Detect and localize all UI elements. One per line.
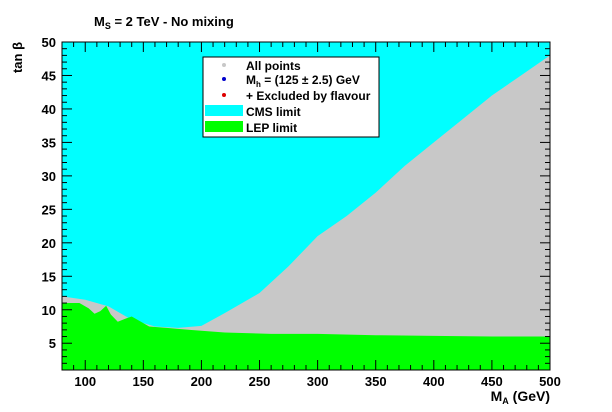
legend-marker-mh [222, 77, 226, 81]
x-axis-label: MA (GeV) [491, 388, 550, 406]
y-tick-label: 5 [49, 336, 56, 351]
y-tick-label: 15 [42, 269, 56, 284]
legend-label-pre: M [246, 73, 256, 87]
x-tick-label: 200 [191, 374, 213, 389]
x-tick-label: 150 [132, 374, 154, 389]
y-axis-label: tan β [10, 42, 25, 73]
legend-label-all_points: All points [246, 59, 301, 73]
x-tick-label: 100 [74, 374, 96, 389]
header-ms-prefix: M [94, 14, 105, 29]
legend-label-lep: LEP limit [246, 121, 297, 135]
y-tick-label: 20 [42, 236, 56, 251]
legend-swatch-lep [205, 121, 243, 132]
legend-swatch-cms [205, 105, 243, 116]
plot-header: MS = 2 TeV - No mixing [94, 14, 234, 31]
legend-marker-all_points [222, 63, 226, 67]
y-tick-label: 45 [42, 68, 56, 83]
x-axis-label-unit: (GeV) [509, 388, 550, 404]
x-tick-label: 350 [365, 374, 387, 389]
y-tick-label: 10 [42, 303, 56, 318]
x-axis-label-sub: A [502, 396, 509, 406]
y-tick-label: 30 [42, 169, 56, 184]
x-tick-label: 250 [249, 374, 271, 389]
x-tick-label: 300 [307, 374, 329, 389]
header-ms-sub: S [104, 21, 111, 31]
y-tick-label: 50 [42, 35, 56, 50]
x-tick-label: 450 [481, 374, 503, 389]
legend-label-sub: h [256, 80, 261, 89]
legend-label-flavour: + Excluded by flavour [246, 89, 371, 103]
y-tick-label: 40 [42, 102, 56, 117]
x-tick-label: 500 [539, 374, 561, 389]
y-tick-label: 35 [42, 135, 56, 150]
cms-limit-region [62, 42, 550, 328]
lep-limit-region [62, 303, 550, 370]
x-tick-label: 400 [423, 374, 445, 389]
legend-marker-flavour [222, 93, 226, 97]
header-ms-rest: = 2 TeV - No mixing [110, 14, 234, 29]
legend-label-post: = (125 ± 2.5) GeV [261, 73, 360, 87]
legend-label-mh: Mh = (125 ± 2.5) GeV [246, 73, 360, 89]
x-axis-label-main: M [491, 388, 503, 404]
legend-label-cms: CMS limit [246, 105, 301, 119]
y-tick-label: 25 [42, 202, 56, 217]
